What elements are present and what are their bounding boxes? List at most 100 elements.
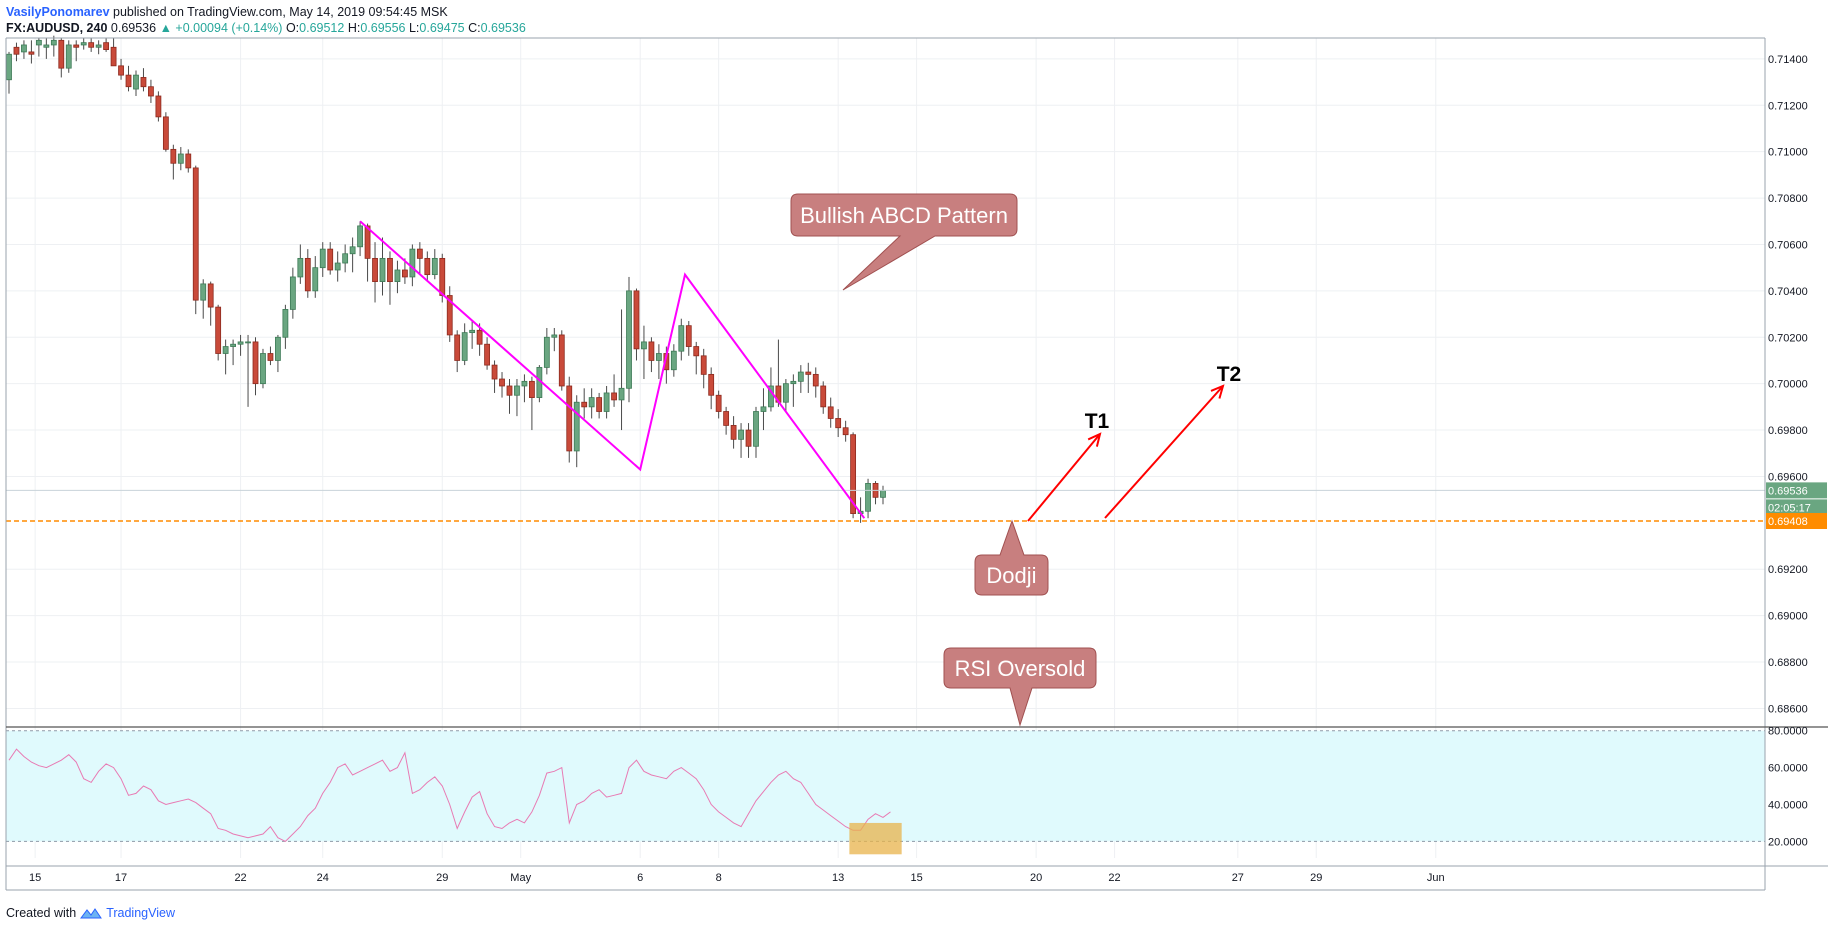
target-arrow-shaft bbox=[1027, 433, 1101, 522]
candle-body bbox=[319, 248, 326, 269]
target-arrows bbox=[1027, 384, 1225, 522]
rsi-callout-label: RSI Oversold bbox=[955, 656, 1086, 681]
candle-body bbox=[850, 434, 857, 514]
candle-body bbox=[177, 153, 184, 164]
candle-body bbox=[581, 401, 588, 408]
candle-body bbox=[633, 290, 640, 350]
candle-body bbox=[424, 257, 431, 276]
time-tick-label: 15 bbox=[29, 872, 41, 884]
candle-body bbox=[349, 246, 356, 255]
candle-body bbox=[730, 425, 737, 440]
tradingview-link[interactable]: TradingView bbox=[106, 906, 175, 920]
candle-body bbox=[820, 385, 827, 408]
rsi-line bbox=[8, 748, 891, 843]
candle-body bbox=[364, 225, 371, 259]
candle-body bbox=[65, 44, 72, 69]
candle-body bbox=[723, 411, 730, 426]
candle-body bbox=[28, 51, 35, 55]
candle-body bbox=[476, 329, 483, 345]
candle-body bbox=[715, 394, 722, 412]
candle-body bbox=[708, 373, 715, 396]
candle-body bbox=[670, 350, 677, 371]
time-tick-label: 15 bbox=[910, 872, 922, 884]
symbol-label: FX:AUDUSD, 240 bbox=[6, 21, 108, 35]
price-tick-label: 0.68800 bbox=[1768, 657, 1808, 669]
high-label: H: bbox=[347, 21, 361, 35]
time-tick-label: 29 bbox=[1310, 872, 1322, 884]
rsi-tick-label: 80.0000 bbox=[1768, 726, 1808, 738]
t1-label: T1 bbox=[1085, 410, 1110, 433]
candle-body bbox=[133, 74, 139, 90]
candle-body bbox=[327, 248, 334, 271]
grid-lines bbox=[6, 38, 1765, 858]
candle-body bbox=[409, 248, 416, 278]
price-tick-label: 0.69200 bbox=[1768, 564, 1808, 576]
price-tick-label: 0.69000 bbox=[1768, 611, 1808, 623]
candle-body bbox=[402, 269, 408, 278]
price-tick-label: 0.69800 bbox=[1768, 425, 1808, 437]
candle-body bbox=[626, 290, 632, 389]
candle-body bbox=[790, 380, 797, 385]
candle-body bbox=[558, 334, 565, 387]
candle-body bbox=[252, 341, 259, 385]
abcd-pattern bbox=[359, 220, 866, 519]
candle-body bbox=[21, 44, 27, 53]
author-link[interactable]: VasilyPonomarev bbox=[6, 5, 110, 19]
chart-header: VasilyPonomarev published on TradingView… bbox=[6, 4, 526, 36]
candle-body bbox=[529, 380, 535, 398]
rsi-axis[interactable]: 80.0000 60.0000 40.0000 20.0000 bbox=[1768, 726, 1808, 849]
candle-body bbox=[611, 392, 617, 401]
price-axis[interactable]: 0.71400 0.71200 0.71000 0.70800 0.70600 0.704… bbox=[1768, 54, 1808, 716]
candle-body bbox=[782, 383, 789, 403]
candle-body bbox=[245, 341, 251, 344]
candle-body bbox=[484, 343, 490, 366]
candle-body bbox=[200, 283, 207, 301]
candle-body bbox=[603, 392, 610, 412]
candle-body bbox=[162, 116, 169, 150]
support-price-tag: 0.69408 bbox=[1768, 516, 1808, 528]
countdown-tag: 02:05:17 bbox=[1768, 502, 1811, 514]
candles bbox=[6, 35, 886, 523]
time-tick-label: 22 bbox=[234, 872, 246, 884]
price-tick-label: 0.71400 bbox=[1768, 54, 1808, 66]
price-tick-label: 0.70400 bbox=[1768, 286, 1808, 298]
time-tick-label: May bbox=[510, 872, 531, 884]
candle-body bbox=[521, 380, 528, 387]
candle-body bbox=[454, 334, 461, 361]
candle-body bbox=[192, 167, 199, 301]
candle-body bbox=[125, 74, 132, 88]
price-tick-label: 0.69600 bbox=[1768, 471, 1808, 483]
change-label: ▲ +0.00094 (+0.14%) bbox=[159, 21, 283, 35]
close-label: C: bbox=[468, 21, 481, 35]
candle-body bbox=[678, 325, 685, 352]
time-axis[interactable]: 15 17 22 24 29 May 6 8 13 15 20 22 27 29 Jun bbox=[29, 872, 1445, 884]
candle-body bbox=[140, 77, 147, 88]
candle-body bbox=[58, 39, 65, 69]
candle-body bbox=[379, 257, 386, 282]
candle-body bbox=[461, 332, 468, 361]
rsi-callout: RSI Oversold bbox=[943, 647, 1097, 727]
dodji-callout-box bbox=[974, 519, 1049, 596]
candle-body bbox=[110, 46, 117, 67]
candle-body bbox=[394, 269, 401, 282]
time-tick-label: 29 bbox=[436, 872, 448, 884]
candle-body bbox=[596, 397, 603, 412]
candle-body bbox=[342, 253, 349, 264]
candle-body bbox=[289, 276, 296, 310]
open-label: O: bbox=[285, 21, 300, 35]
target-arrow-shaft bbox=[1104, 385, 1224, 519]
candle-body bbox=[738, 429, 744, 440]
time-tick-label: Jun bbox=[1427, 872, 1445, 884]
rsi-oversold-highlight bbox=[849, 822, 902, 855]
candle-body bbox=[6, 53, 12, 81]
t2-label: T2 bbox=[1217, 363, 1242, 386]
candle-body bbox=[641, 341, 647, 350]
candle-body bbox=[491, 364, 498, 380]
time-tick-label: 20 bbox=[1030, 872, 1042, 884]
candle-body bbox=[387, 257, 393, 282]
target-arrow-head bbox=[1087, 432, 1102, 447]
candle-body bbox=[43, 44, 50, 48]
low-label: L: bbox=[408, 21, 420, 35]
candle-body bbox=[103, 42, 110, 50]
